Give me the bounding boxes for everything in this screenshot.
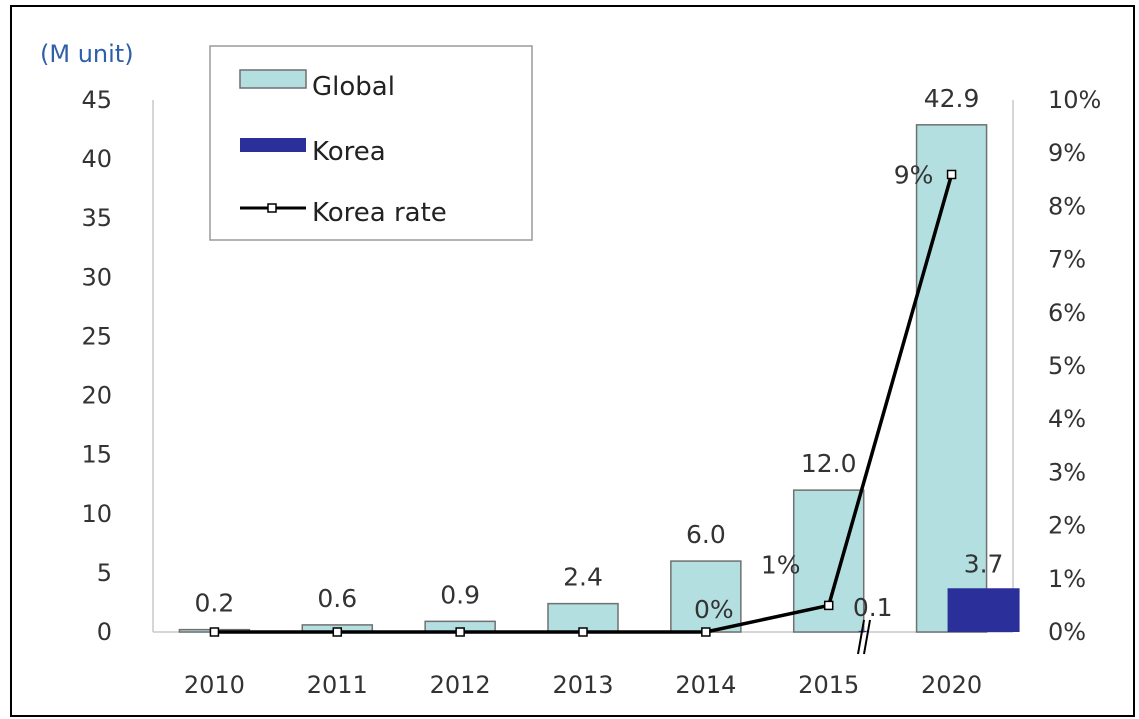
left-tick-label: 25	[81, 322, 112, 350]
legend-swatch-global	[239, 69, 307, 89]
x-tick-label: 2011	[307, 671, 368, 699]
right-tick-label: 2%	[1048, 512, 1086, 540]
x-tick-label: 2020	[921, 671, 982, 699]
data-label-korea-rate: 0%	[694, 595, 734, 624]
data-label-global: 0.6	[317, 584, 357, 613]
data-label-global: 42.9	[924, 84, 980, 113]
data-label-global: 6.0	[686, 520, 726, 549]
marker-korea-rate	[332, 627, 343, 637]
left-tick-label: 20	[81, 382, 112, 410]
x-tick-label: 2012	[430, 671, 491, 699]
right-tick-label: 9%	[1048, 139, 1086, 167]
left-tick-label: 15	[81, 441, 112, 469]
x-tick-label: 2013	[552, 671, 613, 699]
right-tick-label: 6%	[1048, 299, 1086, 327]
x-tick-label: 2014	[675, 671, 736, 699]
right-tick-label: 0%	[1048, 618, 1086, 646]
x-tick-label: 2015	[798, 671, 859, 699]
left-tick-label: 35	[81, 204, 112, 232]
bar-global	[670, 560, 742, 633]
data-label-global: 0.2	[195, 589, 235, 618]
legend-swatch-korea	[240, 138, 306, 152]
rate-line-group	[209, 169, 957, 637]
bar-korea	[947, 588, 1020, 632]
legend-label-korea-rate: Korea rate	[312, 198, 447, 228]
right-tick-label: 1%	[1048, 565, 1086, 593]
right-tick-label: 7%	[1048, 246, 1086, 274]
right-tick-label: 3%	[1048, 458, 1086, 486]
data-label-global: 0.9	[440, 580, 480, 609]
y-unit-label: (M unit)	[40, 40, 134, 68]
left-axis-ticks: 0 5 10 15 20 25 30 35 40 45	[81, 86, 112, 646]
axis-break-icon	[857, 619, 871, 655]
left-tick-label: 30	[81, 263, 112, 291]
data-label-korea-rate: 9%	[894, 160, 934, 189]
right-tick-label: 5%	[1048, 352, 1086, 380]
data-label-global: 2.4	[563, 563, 603, 592]
bar-global	[915, 124, 988, 633]
marker-korea-rate	[455, 627, 465, 637]
legend: Global Korea Korea rate	[209, 45, 533, 241]
data-labels: 0.2 0.6 0.9 2.4 6.0 12.0 42.9 0.1 3.7 0% 1% 9%	[195, 84, 1004, 624]
legend-label-korea: Korea	[312, 137, 386, 167]
data-label-korea: 3.7	[964, 549, 1004, 578]
x-axis-ticks: 2010 2011 2012 2013 2014 2015 2020	[184, 671, 982, 699]
marker-korea-rate	[701, 627, 711, 637]
right-tick-label: 8%	[1048, 192, 1086, 220]
right-axis-ticks: 0% 1% 2% 3% 4% 5% 6% 7% 8% 9% 10%	[1048, 86, 1101, 646]
right-tick-label: 10%	[1048, 86, 1101, 114]
data-label-korea: 0.1	[853, 593, 893, 622]
legend-marker-korea-rate	[267, 203, 277, 213]
x-tick-label: 2010	[184, 671, 245, 699]
left-tick-label: 10	[81, 500, 112, 528]
legend-label-global: Global	[312, 72, 395, 102]
left-tick-label: 5	[97, 559, 112, 587]
left-tick-label: 45	[81, 86, 112, 114]
marker-korea-rate	[209, 627, 220, 637]
left-tick-label: 40	[81, 145, 112, 173]
marker-korea-rate	[578, 627, 588, 637]
left-tick-label: 0	[97, 618, 112, 646]
data-label-korea-rate: 1%	[761, 550, 801, 579]
marker-korea-rate	[946, 169, 957, 180]
marker-korea-rate	[823, 600, 834, 611]
data-label-global: 12.0	[801, 449, 857, 478]
right-tick-label: 4%	[1048, 405, 1086, 433]
